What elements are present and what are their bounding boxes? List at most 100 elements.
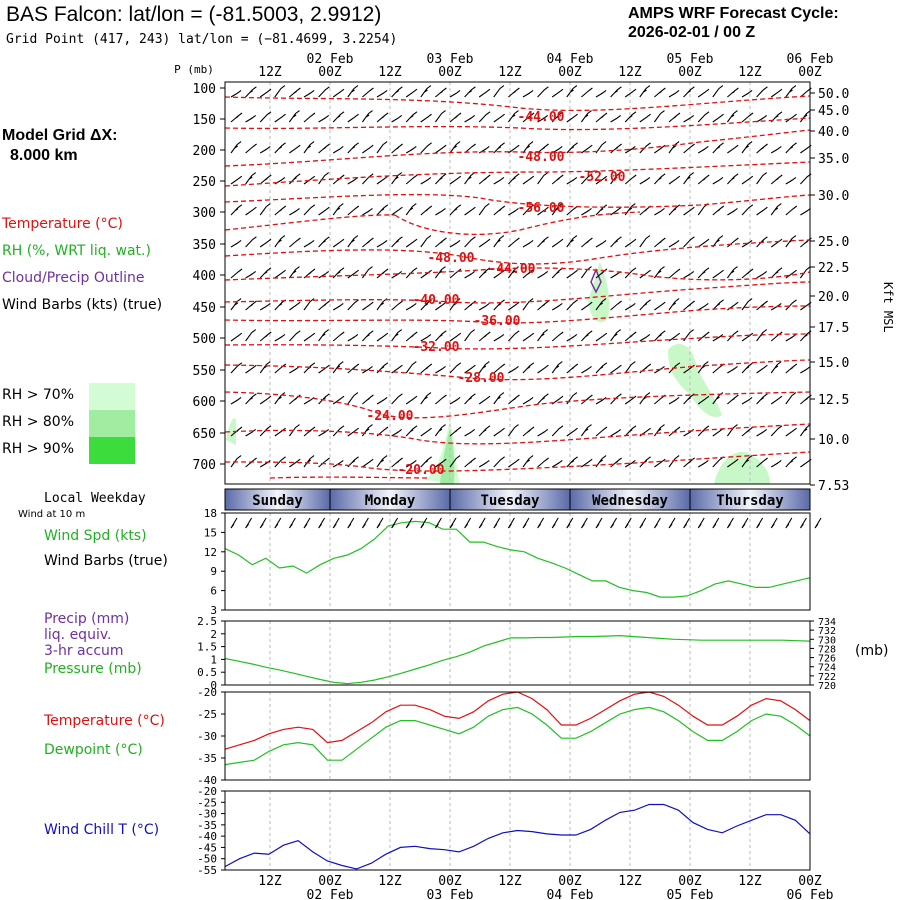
height-axis-title: Kft MSL [881,282,895,333]
wind-barb [391,172,403,185]
wind-barb [245,114,257,123]
height-tick-label: 30.0 [818,189,849,204]
wind-barb [566,176,578,185]
wind-barb [347,269,359,279]
wind-barb [449,455,461,468]
bottom-hour-label: 12Z [258,874,282,889]
wind-barb [318,457,330,468]
wind-barb [712,85,724,98]
wind-barb [318,114,330,123]
wind-barb [332,302,344,311]
wind-barb [464,114,476,123]
wind-barb [770,361,782,374]
top-hour-label: 12Z [378,65,402,80]
wind-barb [303,89,315,98]
wind-barb [770,203,782,216]
wind-barb [654,87,666,98]
surface-wind-barb [347,517,355,529]
top-date-label: 05 Feb [667,52,714,67]
wind-barb [318,143,330,154]
wind-barb [245,270,257,279]
wind-barb [668,332,681,342]
pressure-tick-label: 250 [193,175,216,190]
wind-barb [727,207,738,216]
wind-barb [551,267,564,279]
wind-barb [303,426,316,437]
wind-barb [376,204,389,216]
wind-barb [318,206,330,216]
top-hour-label: 00Z [798,65,822,80]
wind-barb [318,172,330,185]
wind-barb [449,426,462,437]
wind-barb [741,112,754,123]
rh90-swatch [89,437,135,464]
wind-barb [288,266,300,279]
wind-barb [770,238,783,248]
surface-wind-barb [464,517,472,529]
wind-barb [581,144,593,154]
wind-barb [785,113,797,123]
wind-y-tick-label: 18 [204,507,217,520]
page-title: BAS Falcon: lat/lon = (-81.5003, 2.9912) [6,3,382,26]
wind-barb [230,362,243,374]
precip-y-tick-label: 1.5 [197,641,217,654]
wind-barb [332,425,345,437]
wind-barb [420,456,432,468]
wind-barb [391,206,403,216]
wind-barb [362,458,374,468]
top-hour-label: 00Z [678,65,702,80]
isotherm-label: -20.00 [398,463,445,478]
wind-barb [756,364,768,374]
wind-barb [478,331,491,342]
temp-y-tick-label: -30 [197,730,217,743]
pressure-tick-label: 150 [193,113,216,128]
wind-barb [770,111,783,123]
wind-barb [332,111,345,123]
wind-barb [318,428,330,437]
rh80-swatch [89,410,135,437]
wind-chill-y-tick-label: -25 [197,796,217,809]
wind-barb [347,392,359,405]
wind-barb [289,237,301,248]
wind-barb [449,89,461,98]
wind-barb [537,206,549,216]
wind-barb [770,425,783,437]
wind-barb [361,266,373,279]
wind-barb [697,267,710,279]
wind-barb [332,459,344,468]
wind-barb [551,459,563,468]
wind-barb [639,85,651,98]
surface-wind-barb [639,517,647,529]
wind-barb [595,332,608,342]
wind-barb [332,203,344,216]
wind-barb [405,145,417,154]
wind-barb [420,392,432,405]
wind-barb [683,206,695,216]
wind-barb [639,299,651,311]
wind-barb [303,239,315,248]
wind-barb [741,204,754,216]
top-hour-label: 12Z [738,65,762,80]
pressure-y-tick-label: 726 [818,654,836,665]
bottom-hour-label: 00Z [798,874,822,889]
wind-barb [566,205,579,216]
surface-wind-barb [361,517,369,529]
wind-barb [434,110,446,123]
pressure-y-tick-label: 734 [818,617,836,628]
wind-barb [624,302,636,311]
wind-barb [464,236,476,248]
wind-barb [376,396,388,405]
wind-barb [493,333,505,342]
isotherm-label: -48.00 [428,251,475,266]
wind-barb [493,142,505,154]
wind-barb [405,361,417,374]
pressure-tick-label: 500 [193,332,216,347]
wind-barb [493,427,505,437]
wind-barb [493,363,506,374]
wind-barb [420,235,432,248]
wind-barb [259,302,271,311]
bottom-hour-label: 12Z [498,874,522,889]
wind-barb [610,143,622,154]
wind-barb [303,396,315,405]
